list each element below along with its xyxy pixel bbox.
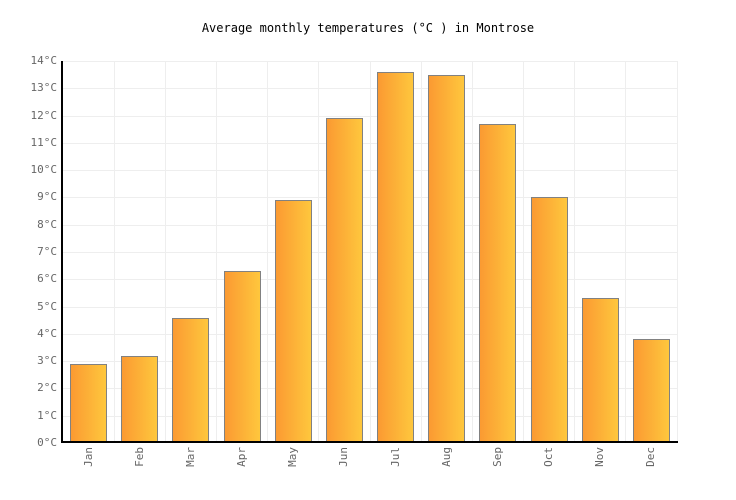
bar-jan[interactable] — [70, 363, 108, 443]
x-tick-label-apr: Apr — [235, 447, 249, 467]
x-tick-label-mar: Mar — [183, 447, 197, 467]
bar-jun[interactable] — [325, 118, 363, 443]
y-tick-label: 10°C — [30, 163, 58, 177]
bar-feb[interactable] — [121, 355, 159, 443]
vertical-gridline — [523, 61, 524, 443]
vertical-gridline — [267, 61, 269, 443]
vertical-gridline — [113, 61, 115, 443]
y-tick-label: 8°C — [37, 217, 57, 231]
x-tick-label-jan: Jan — [81, 447, 95, 467]
chart-title: Average monthly temperatures (°C ) in Mo… — [201, 21, 535, 35]
bar-apr[interactable] — [223, 271, 261, 443]
vertical-gridline — [625, 61, 627, 443]
y-tick-label: 9°C — [37, 190, 57, 204]
x-tick-label-sep: Sep — [490, 447, 504, 467]
vertical-gridline — [318, 61, 320, 443]
x-tick-label-aug: Aug — [439, 447, 453, 467]
y-tick-label: 6°C — [37, 272, 57, 286]
y-tick-label: 13°C — [30, 81, 58, 95]
vertical-gridline — [216, 61, 217, 443]
y-tick-label: 5°C — [37, 299, 57, 313]
bar-nov[interactable] — [581, 298, 619, 443]
y-tick-label: 4°C — [37, 326, 57, 340]
vertical-gridline — [164, 61, 166, 443]
x-tick-label-jun: Jun — [337, 447, 351, 467]
bar-sep[interactable] — [479, 123, 517, 443]
y-axis-line — [61, 61, 63, 443]
x-axis-line — [61, 441, 678, 443]
vertical-gridline — [471, 61, 473, 443]
plot-area — [63, 61, 678, 443]
vertical-gridline — [574, 61, 576, 443]
bar-oct[interactable] — [530, 197, 568, 443]
bar-mar[interactable] — [172, 317, 210, 443]
x-tick-label-nov: Nov — [593, 447, 607, 467]
y-tick-label: 14°C — [30, 54, 58, 67]
bar-may[interactable] — [274, 200, 312, 443]
bar-dec[interactable] — [632, 339, 670, 443]
vertical-gridline — [420, 61, 422, 443]
x-tick-label-dec: Dec — [644, 447, 658, 467]
x-tick-label-may: May — [286, 447, 300, 467]
bar-aug[interactable] — [428, 74, 466, 443]
x-tick-label-feb: Feb — [132, 447, 146, 467]
x-tick-label-jul: Jul — [388, 447, 402, 467]
x-tick-label-oct: Oct — [542, 447, 556, 467]
bar-jul[interactable] — [377, 71, 415, 443]
y-tick-label: 2°C — [37, 381, 57, 395]
y-tick-label: 1°C — [37, 408, 57, 422]
y-tick-label: 12°C — [30, 108, 58, 122]
vertical-gridline — [676, 61, 678, 443]
y-tick-label: 7°C — [37, 245, 57, 258]
y-tick-label: 11°C — [30, 135, 58, 149]
y-tick-label: 0°C — [37, 436, 57, 449]
vertical-gridline — [369, 61, 371, 443]
y-tick-label: 3°C — [37, 354, 57, 368]
